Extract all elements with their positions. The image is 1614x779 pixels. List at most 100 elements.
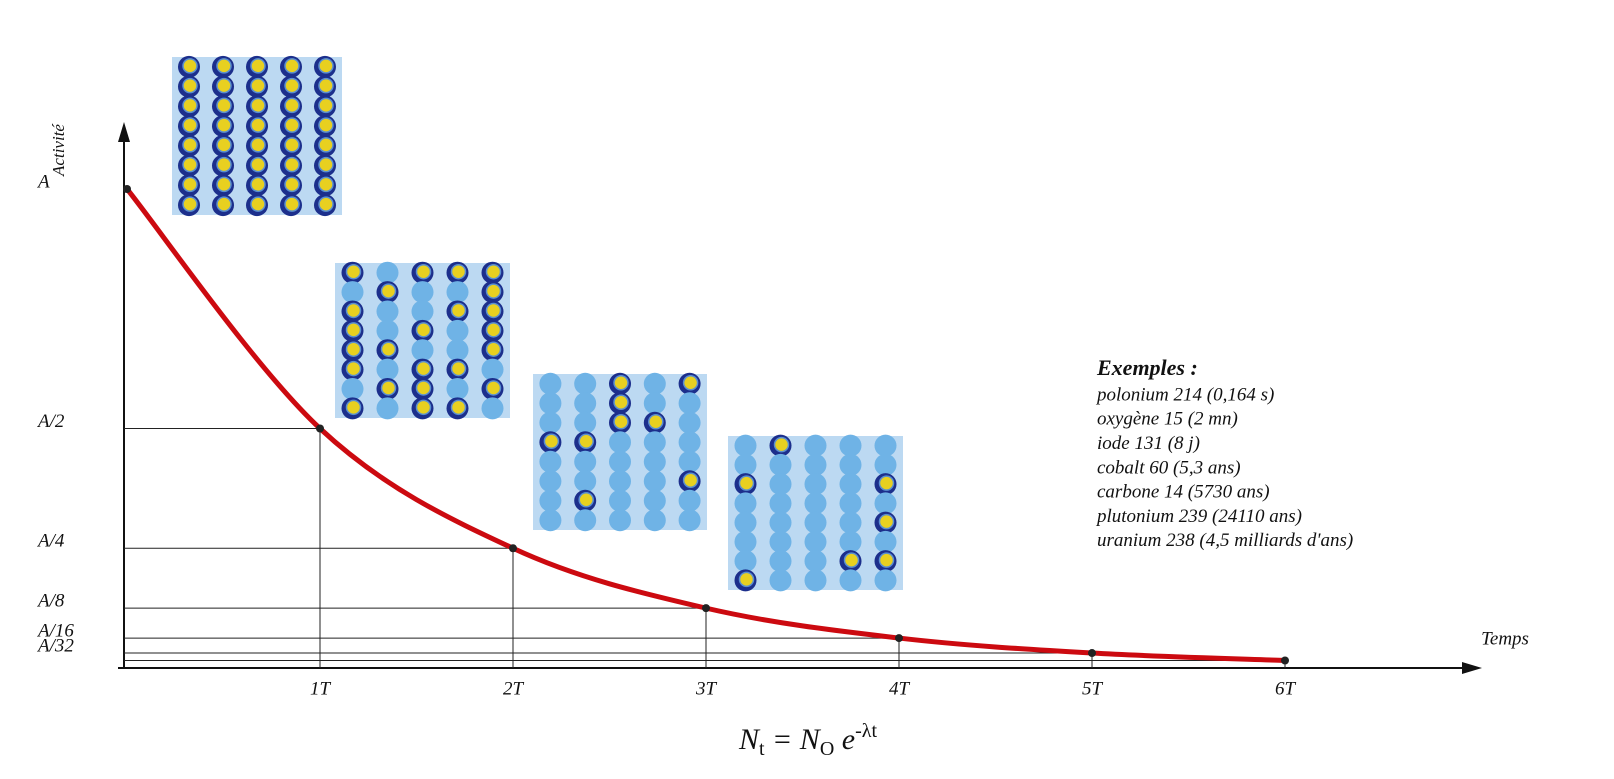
atom-core	[415, 360, 432, 377]
atom-core	[216, 137, 232, 153]
atom-decayed	[734, 434, 757, 457]
atom-decayed	[643, 470, 666, 493]
atom-core	[380, 341, 397, 357]
atom-decayed	[446, 377, 469, 400]
atom-core	[250, 176, 266, 193]
atom-decayed	[804, 434, 827, 457]
atom-decayed	[839, 530, 862, 553]
atom-core	[450, 263, 467, 280]
data-point	[316, 424, 324, 433]
examples-title: Exemples :	[1096, 355, 1198, 380]
atom-decayed	[769, 492, 792, 515]
atom-decayed	[411, 300, 434, 323]
atom-decayed	[411, 281, 434, 304]
atom-decayed	[839, 569, 862, 592]
y-tick-label: A/16	[36, 620, 74, 641]
formula-part: -λt	[855, 720, 877, 742]
atom-core	[318, 156, 334, 173]
atom-decayed	[609, 450, 631, 473]
data-point	[123, 185, 131, 193]
atom-core	[682, 375, 699, 391]
example-item: uranium 238 (4,5 milliards d'ans)	[1097, 530, 1353, 551]
atom-core	[485, 322, 502, 338]
x-axis-arrow	[1462, 662, 1482, 674]
example-item: polonium 214 (0,164 s)	[1095, 384, 1274, 405]
y-tick-label: A/32	[36, 635, 74, 656]
atom-decayed	[839, 492, 862, 515]
atom-decayed	[643, 392, 666, 415]
atom-core	[216, 97, 232, 114]
atom-decayed	[734, 492, 757, 515]
atom-decayed	[839, 511, 862, 534]
atom-decayed	[874, 530, 897, 553]
atom-decayed	[446, 319, 469, 342]
atom-core	[182, 117, 198, 133]
atom-core	[284, 156, 300, 173]
atom-core	[878, 475, 895, 491]
atom-decayed	[539, 392, 562, 415]
atom-decayed	[874, 492, 897, 515]
example-item: cobalt 60 (5,3 ans)	[1097, 457, 1241, 478]
atom-core	[216, 117, 232, 133]
atom-core	[318, 196, 334, 212]
atom-decayed	[609, 509, 631, 532]
data-point	[1281, 656, 1289, 665]
atom-decayed	[734, 511, 757, 534]
data-point	[1088, 649, 1096, 658]
atom-core	[415, 322, 432, 338]
atom-decayed	[609, 470, 631, 493]
atom-decayed	[643, 509, 666, 532]
atom-decayed	[769, 530, 792, 553]
atom-core	[345, 341, 362, 357]
atom-decayed	[376, 397, 399, 420]
atom-decayed	[839, 434, 862, 457]
atom-core	[415, 399, 432, 416]
atom-core	[318, 117, 334, 133]
atom-decayed	[643, 372, 666, 395]
atom-core	[216, 176, 232, 193]
atom-core	[250, 97, 266, 114]
atom-decayed	[574, 450, 597, 473]
atom-decayed	[678, 450, 701, 473]
atom-core	[284, 117, 300, 133]
atom-core	[250, 196, 266, 212]
atom-core	[250, 77, 266, 94]
atom-decayed	[874, 453, 897, 476]
atom-core	[878, 513, 895, 530]
atom-decayed	[481, 397, 504, 420]
atom-decayed	[734, 453, 757, 476]
atom-core	[738, 475, 755, 491]
atom-core	[578, 433, 594, 449]
atom-core	[182, 137, 198, 153]
atom-core	[284, 97, 300, 114]
atom-illustrations	[172, 55, 903, 592]
atom-decayed	[574, 372, 597, 395]
atom-decayed	[574, 470, 597, 493]
atom-decayed	[678, 411, 701, 434]
atom-core	[345, 263, 362, 280]
atom-decayed	[804, 569, 827, 592]
atom-decayed	[804, 492, 827, 515]
atom-core	[415, 380, 432, 396]
formula-part: t	[759, 738, 765, 760]
example-item: oxygène 15 (2 mn)	[1097, 409, 1238, 430]
atom-decayed	[678, 509, 701, 532]
atom-core	[216, 196, 232, 212]
x-tick-label: 1T	[310, 678, 332, 699]
atom-decayed	[539, 372, 562, 395]
atom-core	[450, 399, 467, 416]
atom-core	[284, 77, 300, 94]
atom-decayed	[769, 453, 792, 476]
formula: Nt = NO e-λt	[738, 720, 877, 760]
atom-core	[843, 552, 860, 568]
atom-core	[485, 341, 502, 357]
atom-decayed	[804, 511, 827, 534]
x-tick-label: 6T	[1275, 678, 1297, 699]
atom-decayed	[804, 530, 827, 553]
atom-decayed	[769, 550, 792, 573]
x-tick-label: 4T	[889, 678, 911, 699]
x-tick-label: 5T	[1082, 678, 1104, 699]
atom-core	[613, 414, 629, 430]
atom-decayed	[769, 511, 792, 534]
